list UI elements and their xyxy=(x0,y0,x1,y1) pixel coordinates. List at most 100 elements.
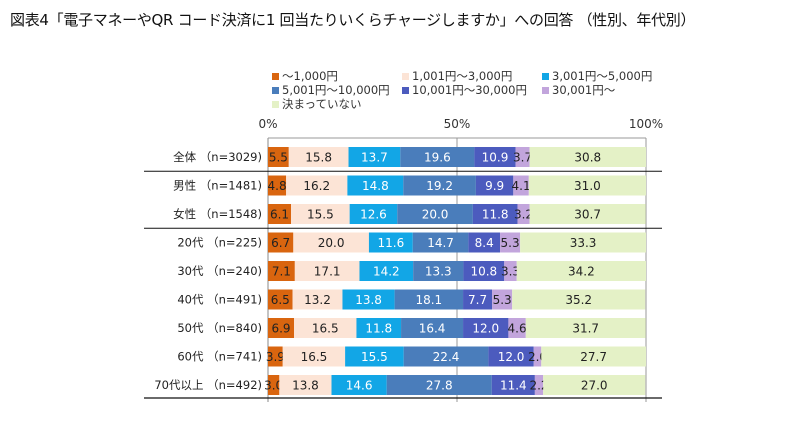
bar-segment xyxy=(331,375,387,395)
data-label: 16.5 xyxy=(301,350,328,364)
bar-segment xyxy=(292,289,343,310)
bar-segment xyxy=(512,289,646,310)
bar-segment xyxy=(403,346,489,367)
data-label: 16.4 xyxy=(419,322,446,336)
chart-title: 図表4「電子マネーやQR コード決済に1 回当たりいくらチャージしますか」への回… xyxy=(10,11,696,29)
legend-swatch xyxy=(272,86,279,94)
data-label: 14.7 xyxy=(427,236,454,250)
bar-segment xyxy=(528,175,646,196)
data-label: 12.0 xyxy=(472,322,499,336)
bar-segment xyxy=(491,375,535,395)
data-label: 18.1 xyxy=(415,293,442,307)
data-label: 35.2 xyxy=(565,293,592,307)
data-label: 4.6 xyxy=(508,322,527,336)
data-label: 10.8 xyxy=(470,265,497,279)
data-label: 31.7 xyxy=(572,322,599,336)
bar-segment xyxy=(533,346,542,367)
data-label: 13.7 xyxy=(361,151,388,165)
data-label: 27.0 xyxy=(581,379,608,393)
bar-segment xyxy=(504,261,517,281)
bar-segment xyxy=(268,318,295,338)
bar-segment xyxy=(463,318,509,338)
bar-segment xyxy=(412,232,469,253)
data-label: 30.8 xyxy=(574,151,601,165)
category-label: 50代 （n=840) xyxy=(177,321,262,335)
data-label: 3.7 xyxy=(513,151,532,165)
bar-segment xyxy=(397,204,473,224)
data-label: 3.9 xyxy=(266,350,285,364)
category-label: 女性 （n=1548) xyxy=(173,207,262,221)
data-label: 3.0 xyxy=(264,379,283,393)
legend-item: 10,001円～30,000円 xyxy=(402,82,527,98)
data-label: 15.5 xyxy=(361,350,388,364)
bar-segment xyxy=(525,318,646,338)
bar-segment xyxy=(368,232,413,253)
bar-segment xyxy=(468,232,501,253)
data-label: 6.5 xyxy=(271,293,290,307)
data-label: 6.7 xyxy=(271,236,290,250)
bar-segment xyxy=(529,147,646,167)
bar-segment xyxy=(291,204,350,224)
category-label: 男性 （n=1481) xyxy=(173,179,262,193)
data-label: 34.2 xyxy=(568,265,595,279)
bar-segment xyxy=(279,375,332,395)
bar-segment xyxy=(348,147,401,167)
bar-segment xyxy=(413,261,464,281)
legend-item: 1,001円～3,000円 xyxy=(402,68,512,84)
legend-label: 3,001円～5,000円 xyxy=(552,69,653,83)
bar-segment xyxy=(534,375,544,395)
data-label: 10.9 xyxy=(482,151,509,165)
category-label: 全体 （n=3029) xyxy=(173,150,262,164)
data-label: 11.8 xyxy=(365,322,392,336)
category-label: 70代以上 （n=492) xyxy=(154,378,262,392)
data-label: 11.4 xyxy=(500,379,527,393)
legend-label: 30,001円～ xyxy=(552,83,616,97)
data-label: 14.8 xyxy=(362,179,389,193)
bar-segment xyxy=(268,289,293,310)
bar-segment xyxy=(349,204,398,224)
legend-label: 決まっていない xyxy=(282,97,362,111)
legend-swatch xyxy=(542,86,549,94)
bar-segment xyxy=(268,204,292,224)
data-label: 22.4 xyxy=(433,350,460,364)
bar-segment xyxy=(400,147,475,167)
data-label: 16.2 xyxy=(303,179,330,193)
bar-segment xyxy=(268,147,289,167)
data-label: 5.5 xyxy=(269,151,288,165)
data-label: 30.7 xyxy=(574,208,601,222)
data-label: 27.7 xyxy=(580,350,607,364)
legend-label: 5,001円～10,000円 xyxy=(282,83,390,97)
legend-item: 決まっていない xyxy=(272,96,361,112)
bar-segment xyxy=(520,232,646,253)
data-label: 9.9 xyxy=(485,179,504,193)
data-label: 14.2 xyxy=(373,265,400,279)
legend-item: 30,001円～ xyxy=(542,82,615,98)
legend-swatch xyxy=(272,72,279,80)
bar-segment xyxy=(286,175,348,196)
data-label: 5.3 xyxy=(493,293,512,307)
data-label: 13.8 xyxy=(292,379,319,393)
bar-segment xyxy=(293,232,369,253)
bar-segment xyxy=(517,204,530,224)
data-label: 6.1 xyxy=(270,208,289,222)
bar-segment xyxy=(347,175,404,196)
bar-segment xyxy=(474,147,516,167)
data-label: 5.3 xyxy=(501,236,520,250)
bar-segment xyxy=(529,204,646,224)
category-label: 20代 （n=225) xyxy=(177,236,262,250)
data-label: 19.6 xyxy=(424,151,451,165)
data-label: 11.8 xyxy=(482,208,509,222)
data-label: 3.3 xyxy=(501,265,520,279)
data-label: 7.1 xyxy=(272,265,291,279)
data-label: 17.1 xyxy=(314,265,341,279)
data-label: 4.8 xyxy=(268,179,287,193)
bar-segment xyxy=(475,175,514,196)
bar-segment xyxy=(356,318,402,338)
legend-item: ～1,000円 xyxy=(272,68,338,84)
data-label: 4.1 xyxy=(512,179,531,193)
legend-label: ～1,000円 xyxy=(282,69,338,83)
bar-segment xyxy=(294,318,357,338)
data-label: 31.0 xyxy=(574,179,601,193)
data-label: 13.2 xyxy=(304,293,331,307)
